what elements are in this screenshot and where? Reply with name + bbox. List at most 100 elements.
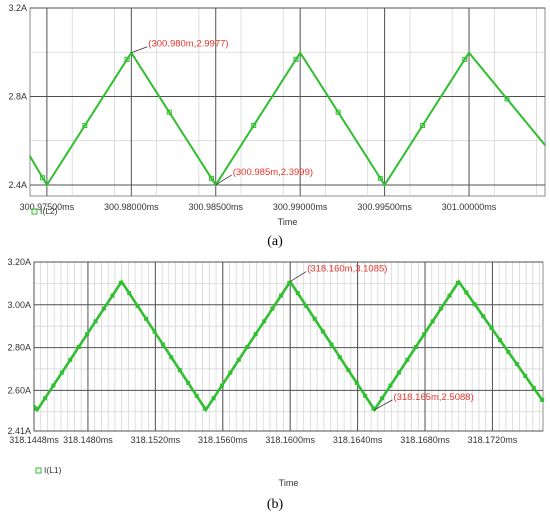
series-marker	[464, 290, 469, 295]
legend-label: I(L1)	[44, 465, 62, 475]
series-marker	[447, 293, 452, 298]
x-tick-label: 318.1480ms	[63, 435, 113, 445]
x-tick-label: 300.98000ms	[104, 202, 159, 212]
data-point	[299, 51, 301, 54]
series-marker	[59, 370, 64, 375]
series-marker	[371, 406, 376, 411]
x-tick-label: 318.1520ms	[131, 435, 181, 445]
annotation-label: (300.980m,2.9977)	[148, 39, 228, 50]
series-marker	[514, 362, 519, 367]
series-marker	[135, 303, 140, 308]
series-marker	[110, 293, 115, 298]
series-marker	[540, 397, 545, 402]
series-marker	[209, 175, 215, 181]
series-marker	[523, 373, 528, 378]
figure-caption: (b)	[267, 497, 284, 512]
series-marker	[160, 342, 165, 347]
legend-marker	[31, 208, 38, 215]
y-tick-label: 2.60A	[7, 385, 31, 395]
series-marker	[124, 56, 130, 62]
data-point	[46, 184, 48, 186]
series-marker	[177, 368, 182, 373]
series-marker	[422, 332, 427, 337]
chart-a: 3.2A 2.8A 2.4A 300.97500ms 300.98000ms 300.98…	[8, 3, 546, 249]
series-marker	[93, 319, 98, 324]
series-marker	[504, 96, 510, 102]
series-marker	[278, 293, 283, 298]
series-marker	[144, 316, 149, 321]
series-marker	[481, 314, 486, 319]
series-marker	[51, 383, 56, 388]
series-marker	[506, 350, 511, 355]
series-marker	[166, 109, 172, 115]
series-marker	[405, 357, 410, 362]
y-tick-label: 2.8A	[8, 91, 27, 101]
series-marker	[295, 291, 300, 296]
x-tick-label: 300.97500ms	[20, 202, 75, 212]
x-tick-label: 318.1680ms	[400, 435, 450, 445]
annotation-leader	[215, 174, 232, 186]
data-point	[383, 184, 386, 186]
series-marker	[329, 342, 334, 347]
y-tick-label: 2.41A	[7, 426, 31, 436]
plot-area	[33, 261, 544, 432]
legend-label: I(L2)	[40, 206, 58, 216]
annotation-label: (300.985m,2.3999)	[233, 167, 313, 178]
series-line	[29, 50, 546, 187]
data-point	[29, 155, 31, 157]
series-marker	[236, 357, 241, 362]
series-marker	[253, 332, 258, 337]
y-tick-label: 3.20A	[7, 257, 31, 267]
annotation-label: (318.160m,3.1085)	[307, 264, 387, 275]
series-marker	[396, 370, 401, 375]
series-marker	[531, 385, 536, 390]
series-marker	[203, 406, 208, 411]
legend-marker	[35, 467, 42, 474]
series-marker	[363, 393, 368, 398]
series-marker	[312, 316, 317, 321]
series-marker	[194, 393, 199, 398]
series-marker	[380, 396, 385, 401]
x-tick-label: 318.1600ms	[265, 435, 315, 445]
series-marker	[118, 280, 123, 285]
y-tick-label: 3.00A	[7, 300, 31, 310]
series-marker	[388, 383, 393, 388]
x-tick-label: 318.1560ms	[198, 435, 248, 445]
series-marker	[462, 56, 468, 62]
series-marker	[321, 329, 326, 334]
series-marker	[82, 122, 88, 128]
data-point	[468, 51, 470, 54]
plot-area	[29, 7, 546, 197]
series-marker	[304, 303, 309, 308]
y-tick-label: 2.80A	[7, 343, 31, 353]
x-tick-label: 318.1720ms	[468, 435, 518, 445]
x-tick-label: 300.98500ms	[188, 202, 243, 212]
series-marker	[211, 396, 216, 401]
series-marker	[498, 338, 503, 343]
series-marker	[270, 306, 275, 311]
series-marker	[293, 56, 299, 62]
series-marker	[42, 396, 47, 401]
series-marker	[34, 406, 39, 411]
series-marker	[287, 280, 292, 285]
series-marker	[455, 280, 460, 285]
series-marker	[85, 332, 90, 337]
series-marker	[251, 122, 257, 128]
series-marker	[245, 345, 250, 350]
series-marker	[489, 326, 494, 331]
series-marker	[101, 306, 106, 311]
series-marker	[335, 109, 341, 115]
data-point	[33, 404, 35, 407]
x-axis-title: Time	[279, 478, 299, 488]
series-marker	[127, 291, 132, 296]
series-marker	[439, 306, 444, 311]
series-marker	[262, 319, 267, 324]
y-tick-label: 2.4A	[8, 180, 27, 190]
series-marker	[68, 357, 73, 362]
series-marker	[377, 175, 383, 181]
y-tick-label: 3.2A	[8, 3, 27, 13]
x-tick-label: 301.00000ms	[442, 202, 497, 212]
series-marker	[346, 368, 351, 373]
